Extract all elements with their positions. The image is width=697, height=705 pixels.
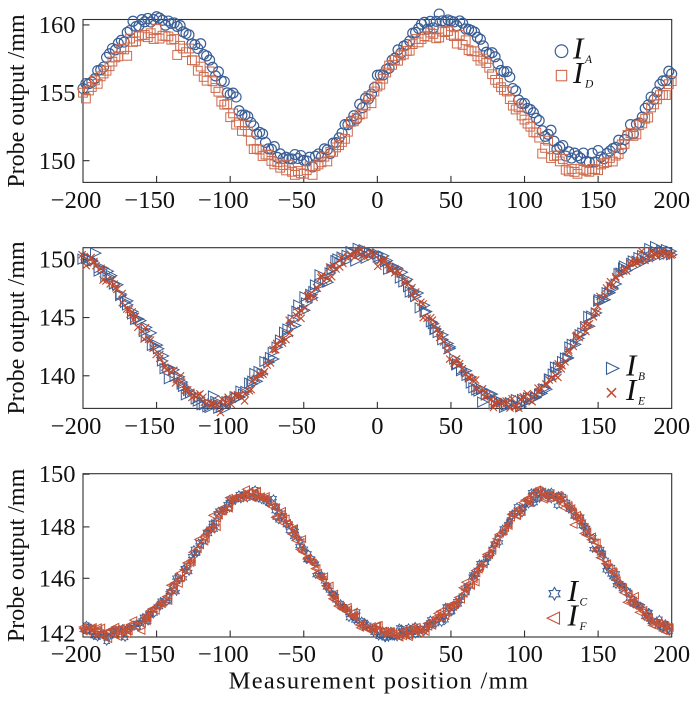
svg-text:−200: −200 <box>51 413 102 440</box>
svg-text:Probe output /mm: Probe output /mm <box>4 468 30 642</box>
svg-text:50: 50 <box>439 187 464 214</box>
svg-text:155: 155 <box>39 80 76 107</box>
svg-text:50: 50 <box>439 413 464 440</box>
svg-text:I: I <box>625 348 638 383</box>
svg-text:−50: −50 <box>278 187 316 214</box>
svg-text:150: 150 <box>39 246 76 273</box>
svg-text:D: D <box>584 78 594 90</box>
svg-text:160: 160 <box>39 12 76 39</box>
svg-text:I: I <box>572 31 585 66</box>
svg-text:−50: −50 <box>278 413 316 440</box>
svg-text:Probe output /mm: Probe output /mm <box>4 241 30 415</box>
svg-text:−50: −50 <box>278 641 316 668</box>
svg-text:I: I <box>625 372 638 407</box>
svg-text:−200: −200 <box>51 641 102 668</box>
svg-text:100: 100 <box>506 641 543 668</box>
svg-text:150: 150 <box>580 641 617 668</box>
svg-text:148: 148 <box>39 514 76 541</box>
svg-text:142: 142 <box>39 621 76 648</box>
svg-text:150: 150 <box>39 461 76 488</box>
svg-text:A: A <box>584 54 593 66</box>
svg-text:Measurement position /mm: Measurement position /mm <box>229 668 530 695</box>
svg-text:100: 100 <box>506 413 543 440</box>
svg-text:−100: −100 <box>198 413 249 440</box>
svg-text:−150: −150 <box>124 641 175 668</box>
svg-text:E: E <box>637 396 645 408</box>
svg-text:F: F <box>579 621 588 633</box>
svg-text:−150: −150 <box>124 187 175 214</box>
svg-text:146: 146 <box>39 565 76 592</box>
svg-text:Probe output /mm: Probe output /mm <box>4 14 30 188</box>
svg-text:0: 0 <box>371 187 383 214</box>
svg-text:200: 200 <box>653 641 690 668</box>
svg-text:−200: −200 <box>51 187 102 214</box>
svg-text:140: 140 <box>39 363 76 390</box>
svg-text:C: C <box>580 597 588 609</box>
svg-text:−100: −100 <box>198 641 249 668</box>
svg-text:B: B <box>638 371 645 383</box>
svg-text:200: 200 <box>653 413 690 440</box>
svg-text:0: 0 <box>371 641 383 668</box>
svg-text:50: 50 <box>439 641 464 668</box>
svg-text:200: 200 <box>653 187 690 214</box>
svg-text:150: 150 <box>39 148 76 175</box>
svg-text:−100: −100 <box>198 187 249 214</box>
svg-text:I: I <box>567 573 580 608</box>
svg-text:−150: −150 <box>124 413 175 440</box>
svg-text:I: I <box>572 55 585 90</box>
svg-text:0: 0 <box>371 413 383 440</box>
svg-text:150: 150 <box>580 187 617 214</box>
svg-text:I: I <box>567 597 580 632</box>
svg-text:145: 145 <box>39 305 76 332</box>
svg-text:100: 100 <box>506 187 543 214</box>
svg-text:150: 150 <box>580 413 617 440</box>
